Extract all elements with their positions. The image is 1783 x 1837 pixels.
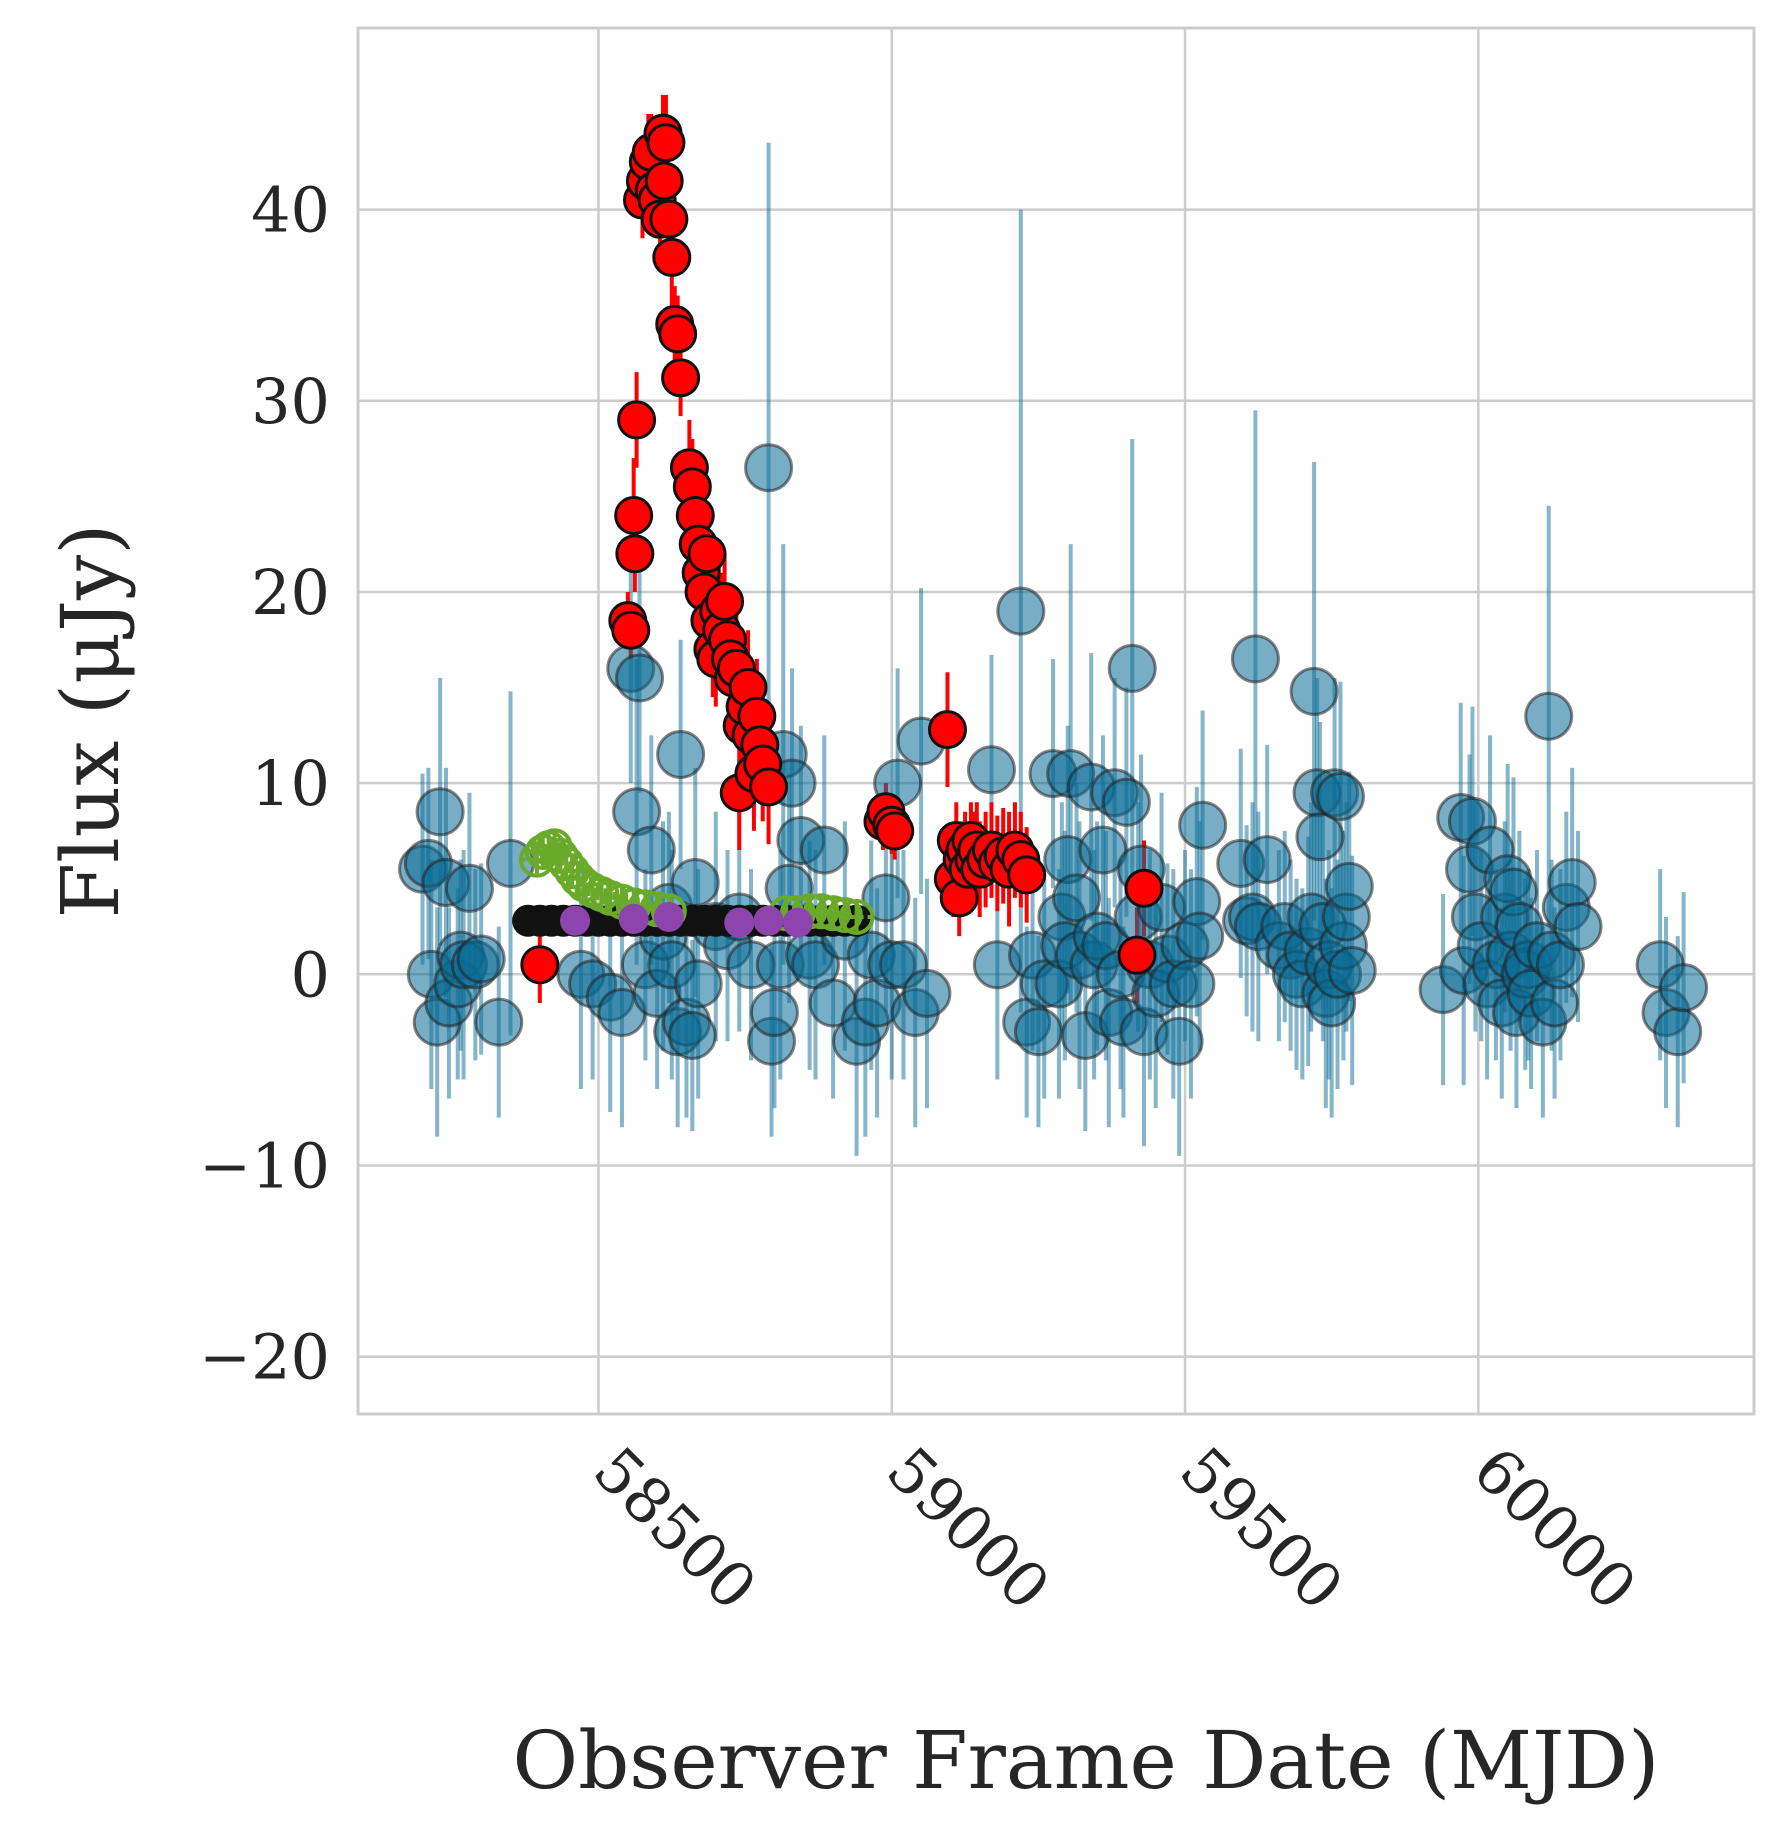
data-point-red (617, 400, 657, 440)
data-point-blue (1659, 963, 1709, 1013)
data-point-blue (1242, 835, 1292, 885)
data-point-blue (656, 729, 706, 779)
data-point-blue (996, 586, 1046, 636)
data-point-blue (1166, 959, 1216, 1009)
data-point-red (875, 811, 915, 851)
data-points (398, 113, 1709, 1066)
data-point-red (614, 495, 654, 535)
y-tick-label: 20 (251, 556, 330, 629)
data-point-red (705, 582, 745, 622)
y-tick-label: 10 (251, 747, 330, 820)
data-point-blue (1324, 861, 1374, 911)
data-point-blue (1175, 911, 1225, 961)
data-point-purple (618, 903, 649, 934)
data-point-red (520, 945, 560, 985)
data-point-blue (1295, 812, 1345, 862)
y-axis-label: Flux (μJy) (44, 524, 137, 919)
data-point-blue (1230, 634, 1280, 684)
data-point-blue (861, 873, 911, 923)
data-point-blue (1327, 945, 1377, 995)
data-point-blue (1154, 1016, 1204, 1066)
data-point-blue (1013, 1007, 1063, 1057)
data-point-red (661, 358, 701, 398)
data-point-blue (902, 968, 952, 1018)
data-point-red (1124, 868, 1164, 908)
data-point-blue (415, 787, 465, 837)
data-point-blue (667, 1010, 717, 1060)
data-point-blue (1315, 772, 1365, 822)
data-point-purple (653, 901, 684, 932)
y-tick-label: 30 (251, 365, 330, 438)
data-point-blue (1653, 1007, 1703, 1057)
data-point-blue (1101, 777, 1151, 827)
data-point-purple (724, 907, 755, 938)
x-axis-label: Observer Frame Date (MJD) (512, 1714, 1659, 1807)
y-tick-label: −10 (199, 1129, 330, 1202)
data-point-red (1117, 935, 1157, 975)
data-point-red (927, 710, 967, 750)
data-point-blue (1178, 800, 1228, 850)
data-point-blue (1524, 691, 1574, 741)
y-tick-label: −20 (199, 1321, 330, 1394)
data-point-blue (474, 997, 524, 1047)
grid-lines (358, 28, 1754, 1414)
data-point-red (615, 534, 655, 574)
data-point-blue (615, 653, 665, 703)
data-point-red (652, 237, 692, 277)
data-point-blue (444, 863, 494, 913)
data-point-purple (782, 907, 813, 938)
data-point-purple (753, 905, 784, 936)
data-point-blue (1107, 643, 1157, 693)
data-point-blue (626, 825, 676, 875)
data-point-red (1007, 855, 1047, 895)
data-point-blue (1547, 858, 1597, 908)
data-point-blue (1553, 902, 1603, 952)
data-point-blue (799, 825, 849, 875)
data-point-blue (744, 443, 794, 493)
data-point-purple (560, 905, 591, 936)
data-point-red (646, 123, 686, 163)
y-tick-labels: −20 −10 0 10 20 30 40 (199, 174, 330, 1394)
data-point-red (644, 161, 684, 201)
y-tick-label: 40 (251, 174, 330, 247)
data-point-red (658, 314, 698, 354)
data-point-blue (1052, 873, 1102, 923)
data-point-red (611, 610, 651, 650)
data-point-red (649, 199, 689, 239)
data-point-blue (1289, 666, 1339, 716)
data-point-blue (456, 934, 506, 984)
plot-frame (356, 26, 1756, 1416)
data-point-blue (966, 745, 1016, 795)
data-point-blue (673, 959, 723, 1009)
data-point-blue (749, 988, 799, 1038)
y-tick-label: 0 (291, 938, 330, 1011)
data-point-red (749, 767, 789, 807)
data-point-red (687, 534, 727, 574)
